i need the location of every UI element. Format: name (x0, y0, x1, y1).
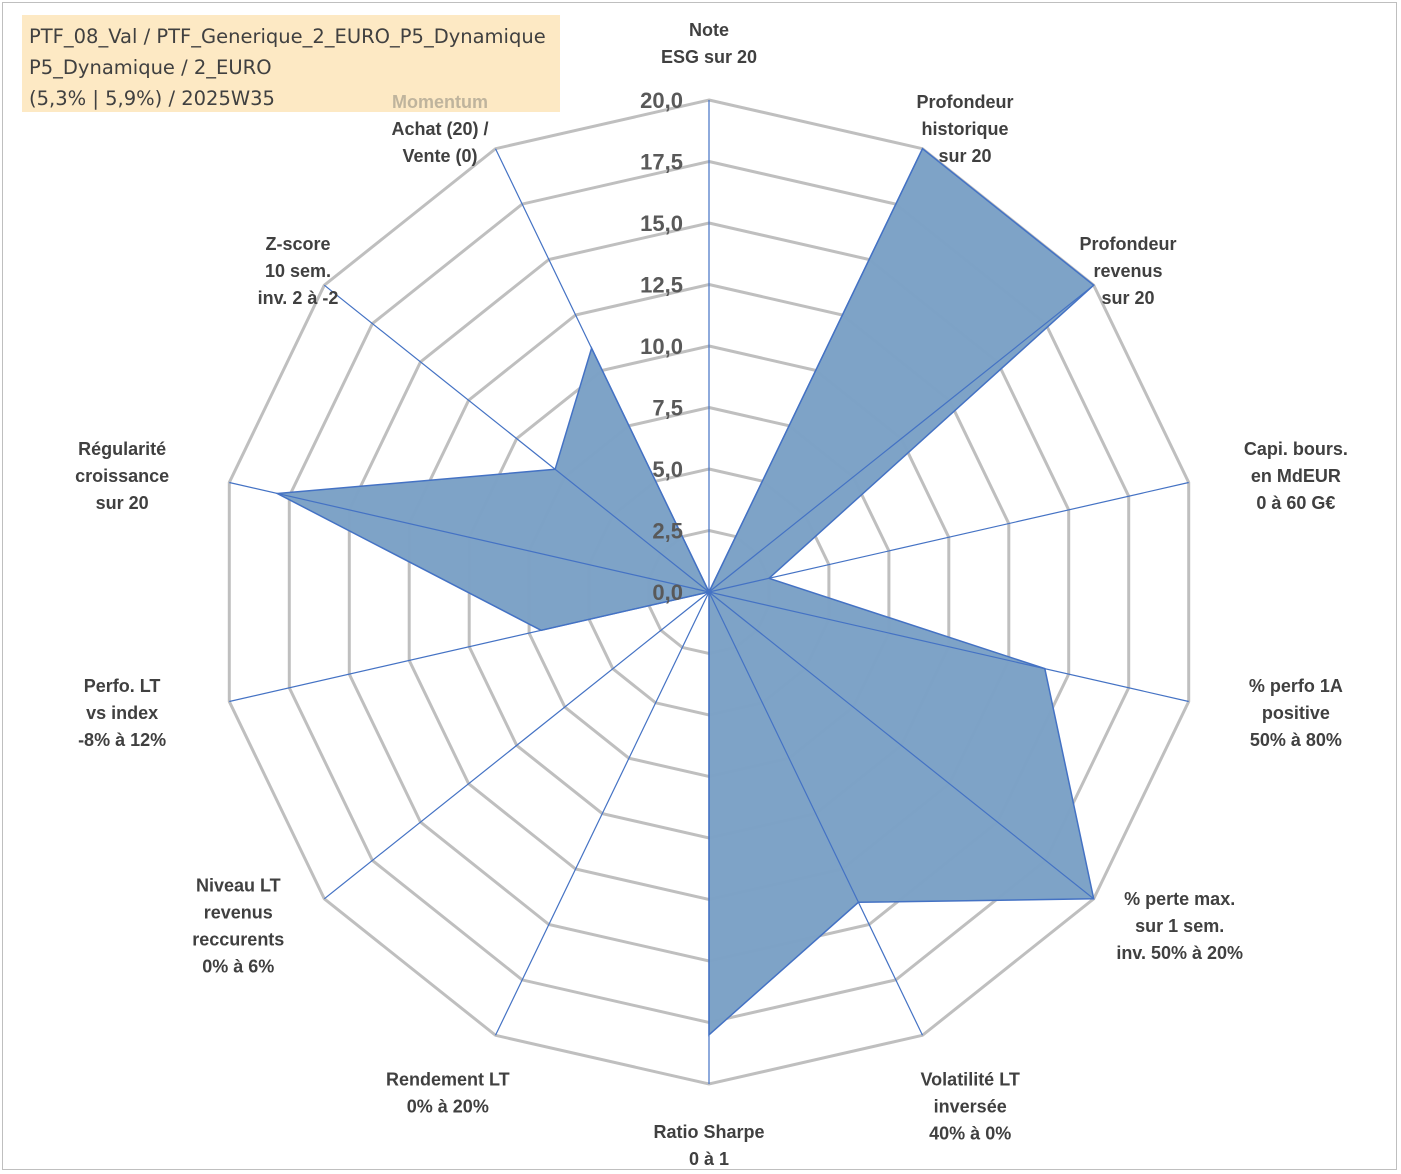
axis-label-line: 10 sem. (265, 261, 331, 281)
axis-label-line: croissance (75, 466, 169, 486)
axis-label-line: en MdEUR (1251, 466, 1341, 486)
axis-label-line: Vente (0) (402, 146, 477, 166)
r-tick-label: 0,0 (652, 580, 683, 605)
radar-axis-labels: Note ESG sur 20 Profondeur historique sur 20… (75, 20, 1348, 1169)
axis-spoke (323, 284, 710, 593)
r-tick-label: 5,0 (652, 457, 683, 482)
r-tick-label: 15,0 (640, 211, 683, 236)
axis-label: Ratio Sharpe 0 à 1 (653, 1122, 764, 1169)
axis-spoke (229, 591, 710, 703)
chart-title-box: PTF_08_Val / PTF_Generique_2_EURO_P5_Dyn… (22, 15, 560, 112)
axis-label-line: Z-score (265, 234, 330, 254)
axis-label-line: 50% à 80% (1250, 730, 1342, 750)
axis-label-line: vs index (86, 703, 158, 723)
axis-label-line: Perfo. LT (84, 676, 161, 696)
axis-label: Momentum Achat (20) / Vente (0) (391, 92, 488, 166)
title-line-profile: P5_Dynamique / 2_EURO (29, 56, 272, 79)
axis-spoke (494, 148, 710, 593)
axis-label-line: inversée (934, 1096, 1007, 1116)
axis-spoke (323, 591, 710, 900)
axis-label-line: % perfo 1A (1249, 676, 1343, 696)
title-line-portfolio: PTF_08_Val / PTF_Generique_2_EURO_P5_Dyn… (29, 25, 546, 48)
title-line-period: (5,3% | 5,9%) / 2025W35 (29, 87, 275, 110)
axis-label-line: sur 20 (1101, 288, 1154, 308)
axis-label-line: Momentum (392, 92, 488, 112)
axis-spoke (708, 591, 1095, 900)
axis-label: Rendement LT 0% à 20% (386, 1069, 510, 1116)
axis-label-line: % perte max. (1124, 889, 1235, 909)
axis-label: Note ESG sur 20 (661, 20, 757, 67)
axis-label: Régularité croissance sur 20 (75, 439, 169, 513)
axis-label: Profondeur historique sur 20 (917, 92, 1014, 166)
axis-label-line: Rendement LT (386, 1069, 510, 1089)
axis-label: Z-score 10 sem. inv. 2 à -2 (258, 234, 339, 308)
axis-label-line: 0 à 1 (689, 1149, 729, 1169)
axis-label-line: ESG sur 20 (661, 47, 757, 67)
axis-label-line: Achat (20) / (391, 119, 488, 139)
radar-tick-labels: 0,0 2,5 5,0 7,5 10,0 12,5 15,0 17,5 20,0 (640, 88, 683, 605)
axis-spoke (708, 481, 1189, 593)
axis-label-line: revenus (204, 903, 273, 923)
axis-label-line: sur 20 (96, 493, 149, 513)
axis-label-line: 0% à 20% (407, 1096, 489, 1116)
axis-label-line: Profondeur (917, 92, 1014, 112)
axis-label-line: 0 à 60 G€ (1256, 493, 1335, 513)
axis-spoke (494, 591, 710, 1036)
axis-label-line: positive (1262, 703, 1330, 723)
radar-spokes (229, 100, 1189, 1084)
series-area (274, 147, 1095, 1037)
axis-label-line: Niveau LT (196, 876, 281, 896)
axis-label: Capi. bours. en MdEUR 0 à 60 G€ (1244, 439, 1348, 513)
axis-label: % perfo 1A positive 50% à 80% (1249, 676, 1343, 750)
axis-label-line: 0% à 6% (202, 957, 274, 977)
axis-label: Volatilité LT inversée 40% à 0% (921, 1069, 1020, 1143)
axis-spoke (708, 148, 924, 593)
r-tick-label: 2,5 (652, 519, 683, 544)
r-tick-label: 7,5 (652, 396, 683, 421)
axis-label-line: Volatilité LT (921, 1069, 1020, 1089)
axis-label-line: sur 1 sem. (1135, 916, 1224, 936)
axis-label-line: reccurents (192, 930, 284, 950)
axis-label-line: 40% à 0% (929, 1123, 1011, 1143)
axis-label-line: -8% à 12% (78, 730, 166, 750)
axis-label: Perfo. LT vs index -8% à 12% (78, 676, 166, 750)
axis-label-line: Ratio Sharpe (653, 1122, 764, 1142)
axis-label-line: Profondeur (1080, 234, 1177, 254)
r-tick-label: 10,0 (640, 334, 683, 359)
r-tick-label: 17,5 (640, 150, 683, 175)
r-tick-label: 12,5 (640, 273, 683, 298)
axis-label-line: historique (921, 119, 1008, 139)
axis-spoke (708, 591, 924, 1036)
axis-spoke (229, 481, 710, 593)
axis-label-line: inv. 2 à -2 (258, 288, 339, 308)
axis-label: Profondeur revenus sur 20 (1080, 234, 1177, 308)
r-tick-label: 20,0 (640, 88, 683, 113)
axis-label-line: Note (689, 20, 729, 40)
axis-label: % perte max. sur 1 sem. inv. 50% à 20% (1116, 889, 1243, 963)
axis-label-line: sur 20 (938, 146, 991, 166)
axis-label: Niveau LT revenus reccurents 0% à 6% (192, 876, 284, 977)
axis-label-line: inv. 50% à 20% (1116, 943, 1243, 963)
axis-label-line: Régularité (78, 439, 166, 459)
axis-spoke (708, 591, 1189, 703)
radar-series (274, 147, 1095, 1037)
axis-label-line: Capi. bours. (1244, 439, 1348, 459)
axis-spoke (708, 284, 1095, 593)
axis-label-line: revenus (1093, 261, 1162, 281)
